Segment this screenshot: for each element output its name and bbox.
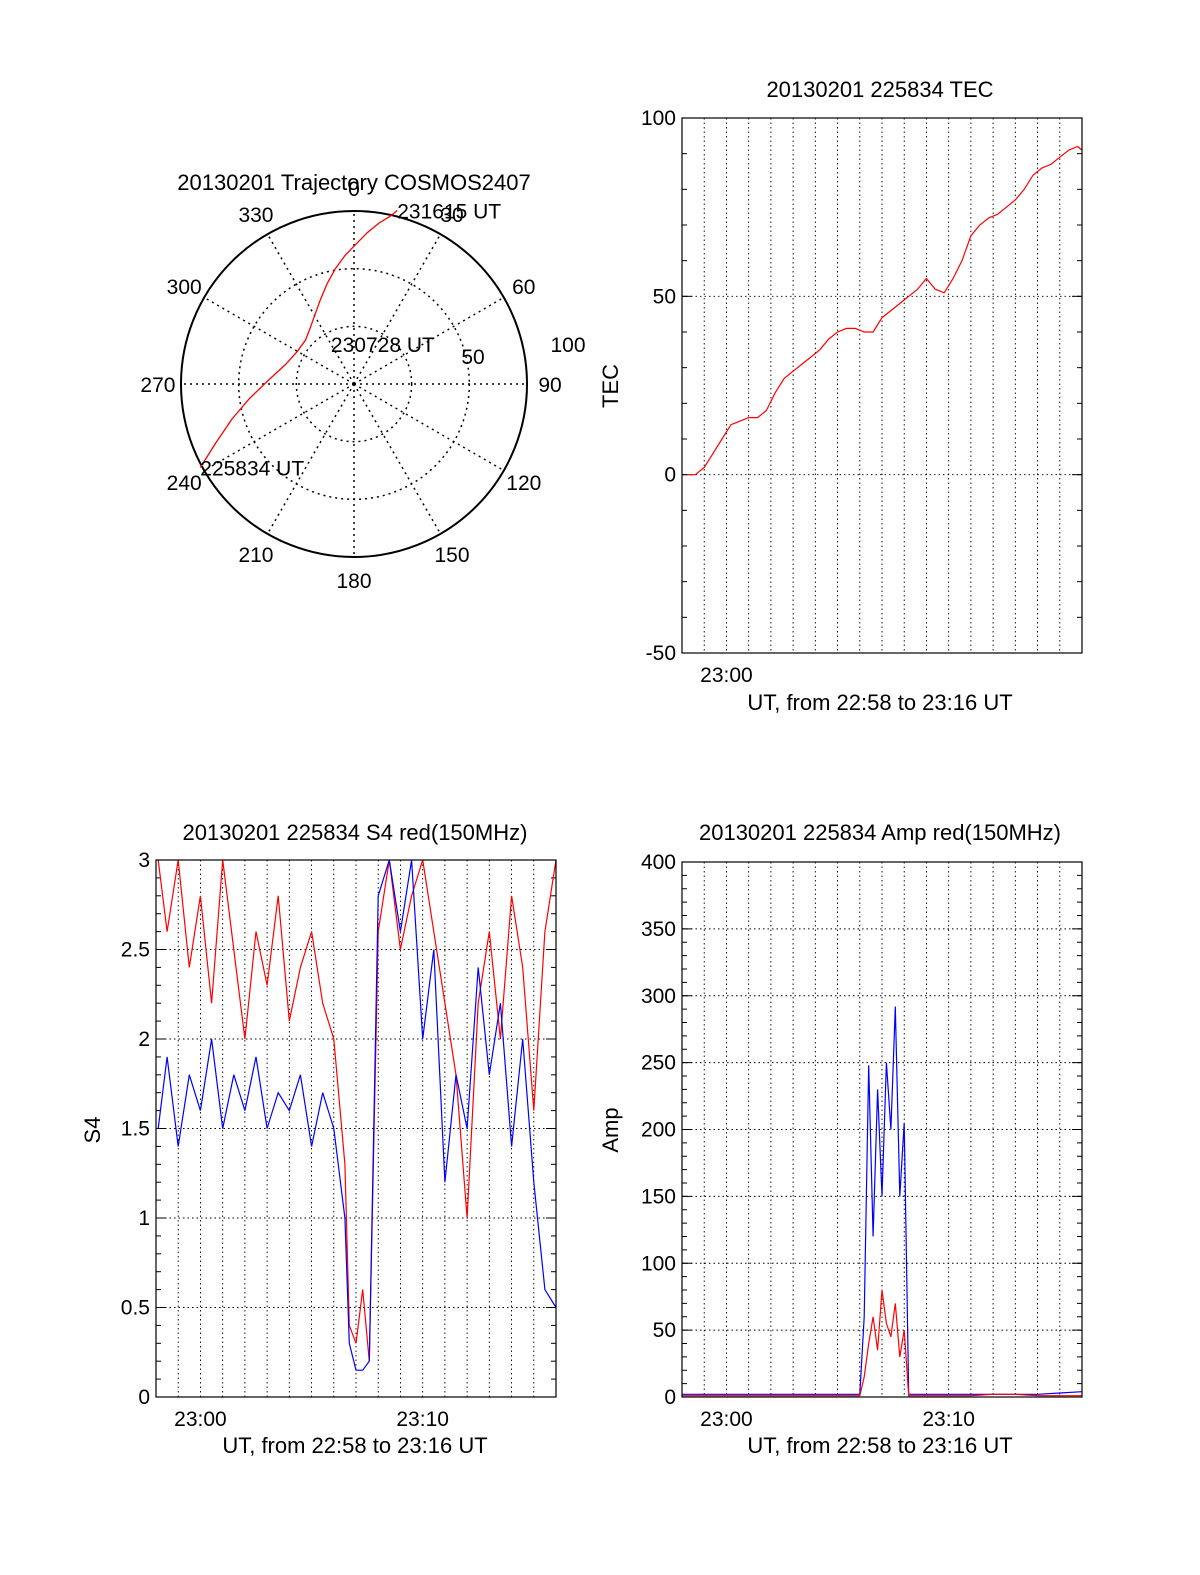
polar-azimuth-labels: 0 30 60 90 120 150 180 210 240 270 300 330 <box>140 178 561 593</box>
azimuth-label: 0 <box>348 178 360 201</box>
amp-ytick-label: 300 <box>641 985 676 1008</box>
polar-ring <box>237 267 471 501</box>
s4-series <box>157 859 557 1371</box>
s4-title: 20130201 225834 S4 red(150MHz) <box>183 820 528 845</box>
tec-series <box>686 145 1083 476</box>
s4-ylabel: S4 <box>80 1117 105 1144</box>
polar-elevation-labels: 100 50 <box>461 334 585 369</box>
azimuth-label: 330 <box>238 204 273 227</box>
azimuth-label: 90 <box>538 374 561 397</box>
tec-title: 20130201 225834 TEC <box>766 77 993 102</box>
amp-series <box>682 1006 1083 1397</box>
amp-ylabel: Amp <box>598 1107 623 1152</box>
polar-ring <box>295 325 413 443</box>
amp-ytick-label: 0 <box>664 1386 676 1409</box>
amp-xtick-label: 23:10 <box>922 1408 975 1431</box>
trajectory-annotations: 231615 UT 230728 UT 225834 UT <box>200 201 501 481</box>
s4-ytick-label: 0.5 <box>121 1297 150 1320</box>
elevation-label: 100 <box>550 334 585 357</box>
s4-plot: 20130201 225834 S4 red(150MHz) 0 0.5 1 1.5 2… <box>80 820 557 1458</box>
azimuth-label: 180 <box>336 570 371 593</box>
s4-xtick-label: 23:00 <box>174 1408 227 1431</box>
amp-ytick-label: 150 <box>641 1185 676 1208</box>
tec-frame <box>681 117 1083 654</box>
trajectory-series <box>199 209 398 468</box>
s4-tick-labels: 0 0.5 1 1.5 2 2.5 3 23:00 23:10 <box>121 849 449 1431</box>
tec-series-line-0 <box>686 145 1083 476</box>
amp-ytick-label: 350 <box>641 918 676 941</box>
polar-spoke <box>353 383 505 472</box>
s4-grid <box>156 859 556 1398</box>
azimuth-label: 60 <box>512 276 535 299</box>
tec-ytick-label: -50 <box>646 642 676 665</box>
s4-ytick-label: 3 <box>138 849 150 872</box>
trajectory-line <box>199 209 398 468</box>
polar-grid <box>180 210 528 558</box>
s4-ytick-label: 2.5 <box>121 939 150 962</box>
amp-ytick-label: 200 <box>641 1119 676 1142</box>
azimuth-label: 150 <box>435 544 470 567</box>
s4-frame <box>155 859 557 1398</box>
amp-series-line-1 <box>682 1289 1082 1397</box>
tec-tick-labels: -50 0 50 100 23:00 <box>641 107 753 687</box>
s4-ytick-label: 0 <box>138 1386 150 1409</box>
tec-xtick-label: 23:00 <box>700 664 753 687</box>
amp-plot: 20130201 225834 Amp red(150MHz) 0 50 100 15… <box>598 820 1083 1458</box>
azimuth-label: 300 <box>167 276 202 299</box>
polar-spoke <box>266 233 355 385</box>
azimuth-label: 240 <box>167 472 202 495</box>
s4-series-line-1 <box>157 859 557 1371</box>
elevation-label: 50 <box>461 346 484 369</box>
polar-outer-ring <box>180 210 528 558</box>
azimuth-label: 30 <box>440 204 463 227</box>
amp-ytick-label: 400 <box>641 851 676 874</box>
amp-ytick-label: 100 <box>641 1252 676 1275</box>
polar-spoke <box>266 383 355 535</box>
amp-series-line-0 <box>682 1006 1083 1395</box>
tec-xlabel: UT, from 22:58 to 23:16 UT <box>747 690 1012 715</box>
amp-xtick-label: 23:00 <box>700 1408 753 1431</box>
s4-ytick-label: 2 <box>138 1028 150 1051</box>
polar-spoke <box>203 383 355 472</box>
s4-xtick-label: 23:10 <box>396 1408 449 1431</box>
tec-ytick-label: 50 <box>653 285 676 308</box>
amp-ytick-label: 250 <box>641 1052 676 1075</box>
amp-ytick-label: 50 <box>653 1319 676 1342</box>
amp-tick-labels: 0 50 100 150 200 250 300 350 400 23:00 23:10 <box>641 851 975 1431</box>
trajectory-annotation: 225834 UT <box>200 457 304 480</box>
s4-ytick-label: 1 <box>138 1207 150 1230</box>
polar-spoke <box>353 383 442 535</box>
s4-series-line-0 <box>157 859 557 1362</box>
amp-title: 20130201 225834 Amp red(150MHz) <box>699 820 1061 845</box>
trajectory-plot: 20130201 Trajectory COSMOS2407 0 30 60 90 12… <box>140 170 585 593</box>
tec-ytick-label: 0 <box>664 464 676 487</box>
polar-spoke <box>353 296 505 385</box>
azimuth-label: 270 <box>140 374 175 397</box>
tec-ytick-label: 100 <box>641 107 676 130</box>
amp-frame <box>681 861 1083 1398</box>
amp-xlabel: UT, from 22:58 to 23:16 UT <box>747 1433 1012 1458</box>
amp-grid <box>682 861 1082 1398</box>
trajectory-title: 20130201 Trajectory COSMOS2407 <box>177 170 530 195</box>
tec-grid <box>682 117 1082 654</box>
trajectory-annotation: 231615 UT <box>397 201 501 224</box>
tec-plot: 20130201 225834 TEC -50 0 50 100 23:00 UT, f… <box>598 77 1083 715</box>
azimuth-label: 210 <box>238 544 273 567</box>
tec-ylabel: TEC <box>598 364 623 408</box>
polar-spoke <box>353 233 442 385</box>
azimuth-label: 120 <box>506 472 541 495</box>
trajectory-annotation: 230728 UT <box>331 334 435 357</box>
s4-xlabel: UT, from 22:58 to 23:16 UT <box>222 1433 487 1458</box>
polar-spoke <box>203 296 355 385</box>
s4-ytick-label: 1.5 <box>121 1118 150 1141</box>
